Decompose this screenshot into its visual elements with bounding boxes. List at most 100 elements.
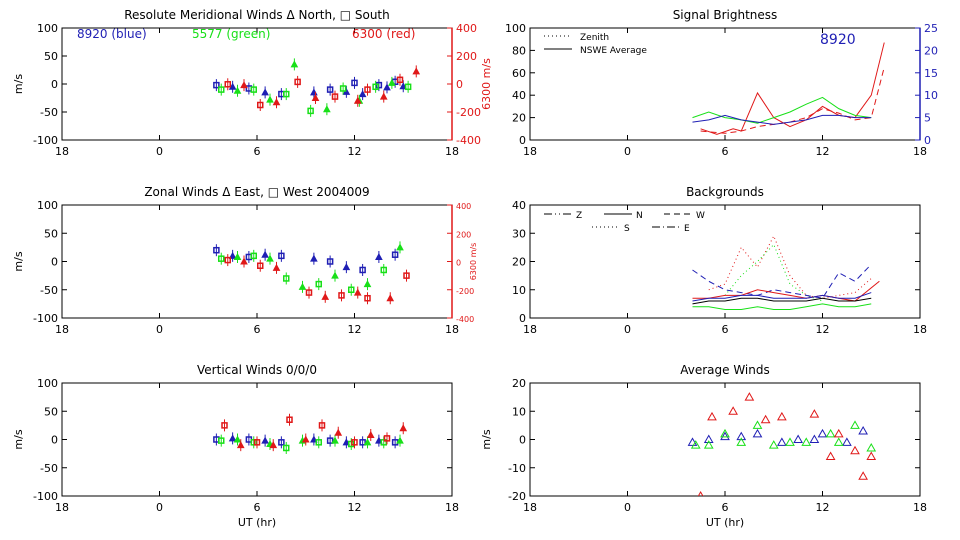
data-point-5577	[339, 85, 347, 92]
y-tick-label: 100	[505, 22, 526, 35]
data-point-8920	[310, 435, 318, 443]
data-point-5577	[218, 437, 225, 444]
right-y-tick-label: 0	[456, 78, 463, 91]
legend-label: Zenith	[580, 33, 609, 43]
series-line-blue-dashed	[692, 263, 872, 299]
data-point-6300	[294, 78, 301, 86]
data-point-5577	[363, 280, 372, 288]
data-point-6300	[257, 262, 264, 269]
y-tick-label: 20	[512, 377, 526, 390]
y-tick-label: 50	[44, 50, 58, 63]
data-point-5577	[388, 78, 396, 86]
y-tick-label: 50	[44, 405, 58, 418]
data-point-5577	[380, 266, 387, 274]
data-point-6300	[305, 289, 313, 296]
data-point-6300	[412, 67, 421, 75]
right-y-tick-label: 200	[456, 50, 477, 63]
y-axis-label: m/s	[12, 251, 25, 271]
series-line-5577-avg	[692, 96, 872, 124]
x-tick-label: 0	[624, 145, 631, 158]
data-point-6300	[744, 392, 755, 401]
legend-6300: 6300 (red)	[352, 27, 415, 41]
data-point-5577	[323, 105, 331, 113]
data-point-6300	[221, 422, 228, 429]
data-point-6300	[353, 96, 362, 104]
data-point-5577	[290, 60, 299, 68]
data-point-8920	[261, 250, 269, 258]
data-point-5577	[404, 83, 412, 91]
plot-area	[692, 42, 885, 135]
data-point-6300	[269, 441, 278, 449]
data-point-5577	[283, 275, 290, 282]
x-axis-label: UT (hr)	[706, 516, 744, 529]
data-point-5577	[283, 444, 290, 452]
data-point-6300	[850, 445, 860, 455]
right-y-tick-label: -400	[456, 315, 474, 324]
data-point-6300	[334, 428, 343, 436]
y-axis-label: m/s	[12, 429, 25, 449]
legend-5577: 5577 (green)	[192, 27, 270, 41]
data-point-6300	[364, 86, 371, 93]
plot-frame	[529, 27, 921, 141]
data-point-8920	[391, 251, 399, 258]
y-tick-label: 100	[37, 22, 58, 35]
right-y-axis-label: 6300 m/s	[480, 58, 493, 110]
x-tick-label: 0	[624, 501, 631, 514]
y-axis-label: m/s	[480, 429, 493, 449]
data-point-8920	[375, 252, 383, 260]
data-point-8920	[359, 439, 366, 446]
x-tick-label: 18	[523, 501, 537, 514]
data-point-6300	[301, 435, 310, 443]
x-tick-label: 12	[816, 323, 830, 336]
y-axis-label: m/s	[12, 74, 25, 94]
series-line-6300-avg	[700, 42, 885, 135]
y-tick-label: 60	[512, 67, 526, 80]
right-y-tick-label: 20	[924, 44, 938, 57]
data-point-8920	[359, 266, 366, 274]
plot-area	[687, 392, 877, 496]
y-tick-label: 20	[512, 112, 526, 125]
y-tick-label: -100	[33, 490, 58, 503]
data-point-5577	[768, 440, 779, 449]
chart-title: Vertical Winds 0/0/0	[197, 363, 317, 377]
data-point-6300	[379, 92, 388, 100]
legend-label: N	[636, 211, 643, 221]
series-line-6300-zen	[700, 67, 885, 134]
x-tick-label: 18	[445, 145, 459, 158]
data-point-5577	[266, 254, 274, 262]
data-point-5577	[283, 90, 290, 98]
data-point-8920	[213, 81, 220, 89]
data-point-5577	[331, 271, 339, 279]
right-y-tick-label: 400	[456, 22, 477, 35]
x-axis-label: UT (hr)	[238, 516, 276, 529]
data-point-8920	[358, 90, 367, 98]
right-y-tick-label: 10	[924, 89, 938, 102]
plot-area	[692, 234, 880, 311]
panel-4: Vertical Winds 0/0/0 18 0 6 12 18 100 50 0 -50 -10…	[12, 363, 459, 529]
data-point-6300	[331, 93, 339, 100]
data-point-6300	[318, 422, 326, 429]
x-tick-label: 0	[156, 145, 163, 158]
x-tick-label: 6	[722, 323, 729, 336]
legend-label: E	[684, 224, 690, 234]
y-tick-label: 30	[512, 227, 526, 240]
data-point-8920	[342, 438, 351, 446]
data-point-8920	[399, 82, 408, 90]
y-tick-label: -100	[33, 312, 58, 325]
data-point-8920	[858, 426, 868, 435]
data-point-6300	[240, 257, 248, 265]
data-point-6300	[236, 441, 245, 449]
data-point-6300	[353, 288, 362, 296]
data-point-8920	[326, 437, 334, 444]
y-tick-label: 100	[37, 199, 58, 212]
data-point-6300	[366, 430, 375, 438]
x-tick-label: 6	[722, 145, 729, 158]
data-point-5577	[307, 107, 314, 115]
data-point-8920	[809, 434, 820, 443]
chart-title: Zonal Winds Δ East, □ West 2004009	[144, 185, 369, 199]
x-tick-label: 18	[523, 145, 537, 158]
data-point-5577	[720, 428, 730, 438]
data-point-6300	[272, 263, 281, 271]
